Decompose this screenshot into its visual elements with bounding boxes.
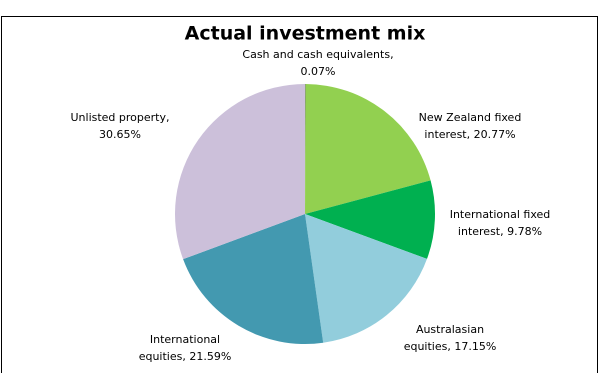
data-label: interest, 9.78% — [458, 225, 542, 238]
data-label: Australasian — [416, 323, 484, 336]
pie-slice — [305, 180, 435, 259]
data-label: equities, 21.59% — [139, 350, 232, 363]
data-label: New Zealand fixed — [419, 111, 522, 124]
data-label: 30.65% — [99, 128, 141, 141]
pie-slice — [183, 214, 324, 344]
data-label: International fixed — [450, 208, 551, 221]
pie-slice — [305, 214, 427, 343]
pie-slice — [305, 84, 306, 214]
pie-slice — [305, 84, 431, 215]
data-label: Cash and cash equivalents, — [242, 48, 393, 61]
data-label: equities, 17.15% — [404, 340, 497, 353]
pie-slice — [175, 84, 305, 260]
data-label: interest, 20.77% — [424, 128, 515, 141]
data-label: International — [150, 333, 220, 346]
chart-title: Actual investment mix — [185, 23, 426, 45]
data-label: Unlisted property, — [70, 111, 169, 124]
data-label: 0.07% — [301, 65, 336, 78]
